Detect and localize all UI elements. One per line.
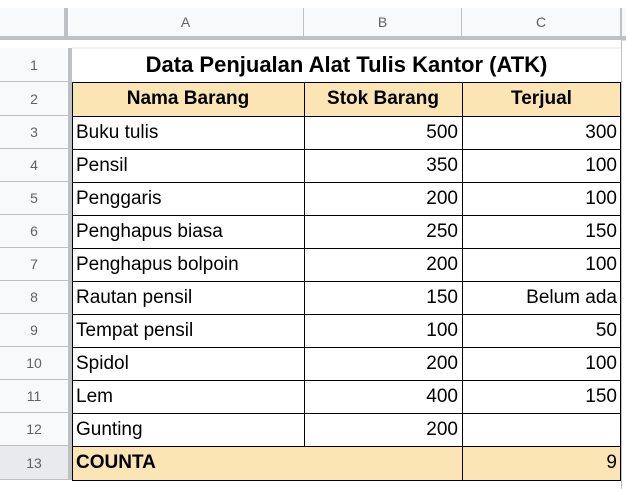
cell-item-name[interactable]: Lem: [76, 385, 113, 407]
row-header[interactable]: 11: [0, 380, 72, 413]
column-header-rest: [621, 8, 626, 40]
cell-item-sold[interactable]: 150: [585, 385, 617, 407]
cell-item-stock[interactable]: 400: [426, 385, 458, 407]
select-all-corner[interactable]: [0, 8, 68, 40]
cell-item-sold[interactable]: 150: [585, 220, 617, 242]
column-header-b[interactable]: B: [304, 8, 462, 40]
header-nama-barang[interactable]: Nama Barang: [72, 82, 304, 116]
row-header[interactable]: 2: [0, 82, 72, 116]
row-header[interactable]: 10: [0, 347, 72, 380]
cell-item-sold[interactable]: 100: [585, 352, 617, 374]
cell-item-name[interactable]: Gunting: [76, 418, 143, 440]
cell-item-stock[interactable]: 250: [426, 220, 458, 242]
cell-item-name[interactable]: Pensil: [76, 154, 128, 176]
cell-item-sold[interactable]: 300: [585, 121, 617, 143]
cell-item-name[interactable]: Spidol: [76, 352, 129, 374]
cell-item-name[interactable]: Penghapus biasa: [76, 220, 223, 242]
cell-item-sold[interactable]: 100: [585, 253, 617, 275]
column-header-a[interactable]: A: [68, 8, 304, 40]
cell-item-sold[interactable]: [462, 413, 621, 446]
cell-item-sold[interactable]: 50: [595, 319, 617, 341]
cell-item-name[interactable]: Tempat pensil: [76, 319, 194, 341]
cell-item-name[interactable]: Penghapus bolpoin: [76, 253, 239, 275]
row-header[interactable]: 13: [0, 446, 72, 480]
toolbar-edge: [0, 0, 626, 8]
cell-item-stock[interactable]: 200: [426, 352, 458, 374]
counta-value[interactable]: 9: [462, 446, 621, 480]
header-stok-barang[interactable]: Stok Barang: [304, 82, 462, 116]
cell-item-stock[interactable]: 200: [426, 187, 458, 209]
cell-item-stock[interactable]: 200: [426, 253, 458, 275]
cell-item-stock[interactable]: 200: [426, 418, 458, 440]
cell-item-stock[interactable]: 350: [426, 154, 458, 176]
sheet-title[interactable]: Data Penjualan Alat Tulis Kantor (ATK): [145, 52, 548, 77]
row-header[interactable]: 1: [0, 48, 72, 82]
row-header[interactable]: 9: [0, 314, 72, 347]
header-terjual[interactable]: Terjual: [462, 82, 621, 116]
cell-item-name[interactable]: Rautan pensil: [76, 286, 193, 308]
cell-item-name[interactable]: Penggaris: [76, 187, 162, 209]
row-header[interactable]: 12: [0, 413, 72, 446]
cell-item-name[interactable]: Buku tulis: [76, 121, 159, 143]
row-header[interactable]: 8: [0, 281, 72, 314]
cell-item-stock[interactable]: 150: [426, 286, 458, 308]
cell-item-sold[interactable]: 100: [585, 154, 617, 176]
row-header[interactable]: 3: [0, 116, 72, 149]
row-header[interactable]: 4: [0, 149, 72, 182]
row-header[interactable]: 5: [0, 182, 72, 215]
row-header[interactable]: 7: [0, 248, 72, 281]
cell-item-sold[interactable]: 100: [585, 187, 617, 209]
counta-label[interactable]: COUNTA: [72, 446, 462, 480]
cell-item-stock[interactable]: 100: [426, 319, 458, 341]
cell-item-stock[interactable]: 500: [426, 121, 458, 143]
row-header[interactable]: 6: [0, 215, 72, 248]
column-header-c[interactable]: C: [462, 8, 621, 40]
cell-item-sold[interactable]: Belum ada: [526, 286, 617, 308]
